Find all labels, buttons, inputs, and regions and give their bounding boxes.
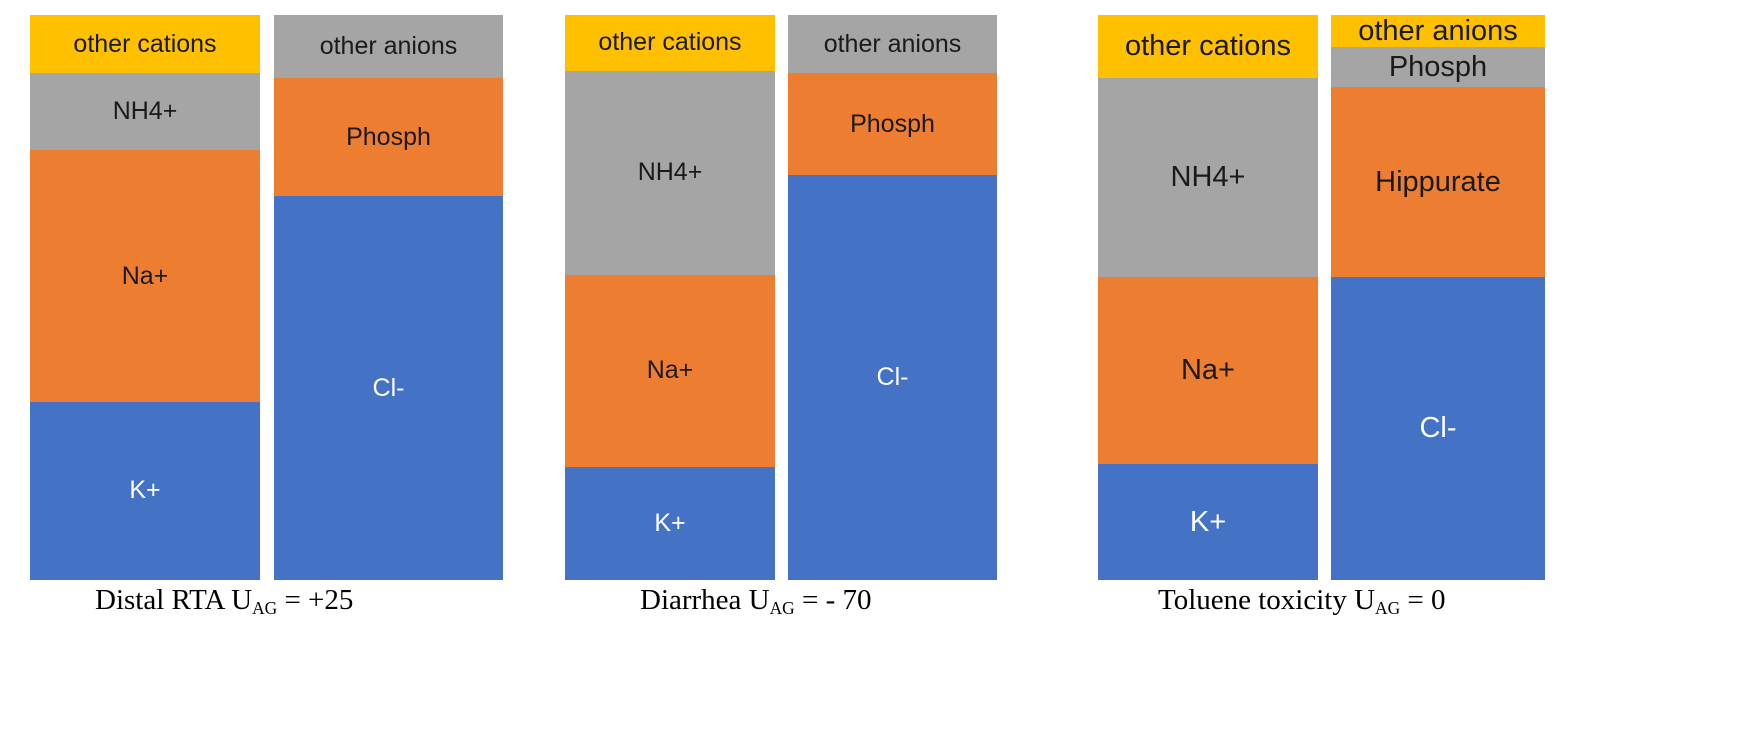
segment-other-anions: other anions [1331, 14, 1545, 48]
segment-other-cations: other cations [1098, 15, 1318, 79]
caption-subscript: AG [252, 598, 278, 619]
segment-label: Phosph [346, 122, 431, 151]
segment-label: other anions [1358, 14, 1518, 47]
segment-label: Phosph [850, 109, 935, 138]
segment-label: other anions [823, 29, 962, 58]
segment-label: K+ [129, 476, 161, 505]
segment-na: Na+ [30, 150, 260, 402]
segment-phosph: Phosph [1331, 47, 1545, 88]
segment-label: Hippurate [1375, 165, 1501, 198]
caption-text: Toluene toxicity U [1158, 584, 1376, 616]
segment-other-anions: other anions [788, 15, 997, 74]
panel-3-caption: Toluene toxicity UAG = 0 [1158, 584, 1446, 619]
segment-k: K+ [565, 466, 775, 580]
caption-text: Distal RTA U [95, 584, 253, 616]
segment-label: Cl- [1419, 412, 1457, 445]
panel-3-cations-bar: other cations NH4+ Na+ K+ [1098, 15, 1318, 580]
segment-label: Phosph [1388, 50, 1488, 83]
segment-k: K+ [30, 402, 260, 580]
segment-cl: Cl- [1331, 277, 1545, 580]
segment-other-anions: other anions [274, 15, 503, 79]
segment-label: Na+ [1180, 354, 1235, 387]
segment-label: NH4+ [637, 158, 703, 187]
segment-label: NH4+ [1170, 161, 1246, 194]
segment-other-cations: other cations [30, 15, 260, 74]
segment-phosph: Phosph [274, 78, 503, 197]
segment-nh4: NH4+ [565, 70, 775, 275]
segment-nh4: NH4+ [1098, 78, 1318, 278]
segment-label: Cl- [876, 363, 909, 392]
segment-label: other cations [1124, 30, 1292, 63]
caption-subscript: AG [769, 598, 795, 619]
panel-2-caption: Diarrhea UAG = - 70 [640, 584, 872, 619]
segment-label: NH4+ [112, 97, 178, 126]
panel-2-cations-bar: other cations NH4+ Na+ K+ [565, 15, 775, 580]
segment-nh4: NH4+ [30, 73, 260, 151]
segment-label: other anions [319, 32, 458, 61]
segment-label: Na+ [646, 356, 694, 385]
segment-label: Na+ [121, 261, 169, 290]
segment-phosph: Phosph [788, 73, 997, 176]
panel-3-anions-bar: other anions Phosph Hippurate Cl- [1331, 15, 1545, 580]
segment-label: Cl- [372, 373, 405, 402]
segment-k: K+ [1098, 464, 1318, 580]
segment-na: Na+ [1098, 277, 1318, 465]
segment-label: K+ [1189, 505, 1227, 538]
segment-cl: Cl- [788, 175, 997, 580]
panel-1-caption: Distal RTA UAG = +25 [95, 584, 353, 619]
segment-hippurate: Hippurate [1331, 87, 1545, 278]
caption-subscript: AG [1375, 598, 1401, 619]
caption-value: = 0 [1400, 584, 1446, 616]
caption-value: = - 70 [794, 584, 872, 616]
panel-1-anions-bar: other anions Phosph Cl- [274, 15, 503, 580]
segment-label: other cations [73, 29, 217, 58]
segment-na: Na+ [565, 274, 775, 467]
segment-cl: Cl- [274, 196, 503, 580]
panel-1-cations-bar: other cations NH4+ Na+ K+ [30, 15, 260, 580]
segment-label: K+ [654, 508, 686, 537]
segment-other-cations: other cations [565, 15, 775, 71]
caption-value: = +25 [277, 584, 354, 616]
segment-label: other cations [598, 28, 742, 57]
caption-text: Diarrhea U [640, 584, 770, 616]
panel-2-anions-bar: other anions Phosph Cl- [788, 15, 997, 580]
